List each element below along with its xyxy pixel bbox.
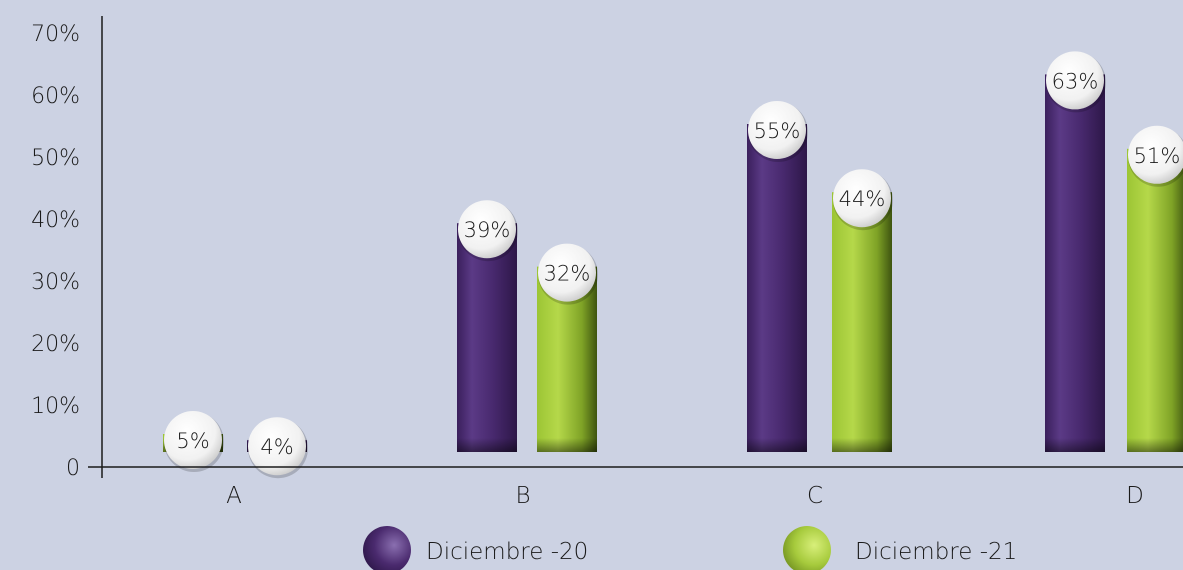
value-bubble [248, 417, 306, 476]
value-bubble [1046, 51, 1104, 110]
legend-swatch-series-2 [783, 526, 831, 570]
y-tick-label: 0 [66, 456, 80, 481]
y-tick-label: 20% [31, 332, 80, 357]
bar: 5% [163, 411, 224, 472]
y-tick-label: 40% [31, 208, 80, 233]
bar: 44% [832, 169, 893, 452]
bars: 5% 4% 39% 32% 55% 44% 63% 51% [163, 51, 1183, 479]
x-tick-label: C [807, 483, 823, 509]
data-label: 39% [464, 218, 511, 242]
data-label: 4% [260, 435, 293, 459]
y-tick-label: 10% [31, 394, 80, 419]
legend-label-series-1: Diciembre -20 [426, 539, 588, 565]
legend-item-series-2[interactable]: Diciembre -21 [783, 526, 1017, 570]
bar-rect [832, 192, 892, 452]
bar: 55% [747, 101, 808, 452]
data-label: 55% [754, 119, 801, 143]
bar-rect [457, 223, 517, 452]
legend-swatch-series-1 [363, 526, 411, 570]
bar-rect [1127, 148, 1183, 453]
data-label: 44% [839, 187, 886, 211]
bar-shadow [1045, 438, 1105, 452]
bar-shadow [1127, 438, 1183, 452]
legend-item-series-1[interactable]: Diciembre -20 [363, 526, 588, 570]
value-bubble [1128, 125, 1183, 184]
bar: 63% [1045, 51, 1106, 453]
y-tick-label: 70% [31, 22, 80, 47]
bar-shadow [457, 438, 517, 452]
data-label: 51% [1134, 144, 1181, 168]
value-bubble [538, 243, 596, 302]
bar-rect [747, 124, 807, 452]
bar: 4% [247, 417, 308, 479]
y-axis-ticks: 0 10% 20% 30% 40% 50% 60% 70% [31, 22, 80, 481]
bar-rect [1045, 74, 1105, 453]
bar-shadow [747, 438, 807, 452]
value-bubble [164, 411, 222, 469]
x-tick-label: A [226, 483, 242, 509]
y-tick-label: 60% [31, 84, 80, 109]
x-tick-label: D [1126, 483, 1144, 509]
legend: Diciembre -20 Diciembre -21 [363, 526, 1017, 570]
bar: 51% [1127, 125, 1183, 453]
value-bubble [458, 200, 516, 259]
data-label: 5% [176, 429, 209, 453]
x-axis-labels: A B C D [226, 483, 1144, 509]
bar-shadow [832, 438, 892, 452]
bar: 32% [537, 243, 598, 452]
data-label: 32% [544, 262, 591, 286]
value-bubble [748, 101, 806, 159]
bar-shadow [537, 438, 597, 452]
bar: 39% [457, 200, 518, 452]
x-tick-label: B [515, 483, 530, 509]
y-tick-label: 50% [31, 146, 80, 171]
data-label: 63% [1052, 69, 1099, 93]
value-bubble [833, 169, 891, 228]
y-tick-label: 30% [31, 270, 80, 295]
legend-label-series-2: Diciembre -21 [855, 539, 1017, 565]
